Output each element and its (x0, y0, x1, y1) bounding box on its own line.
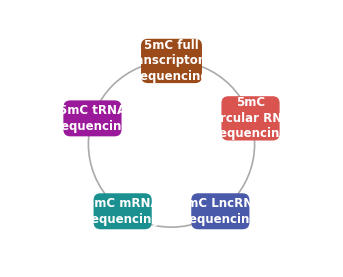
Text: 5mC full
transcriptome
sequencing: 5mC full transcriptome sequencing (125, 39, 218, 83)
FancyBboxPatch shape (94, 193, 152, 229)
Text: 5mC mRNA
sequencing: 5mC mRNA sequencing (85, 197, 161, 225)
FancyBboxPatch shape (63, 100, 121, 136)
FancyBboxPatch shape (141, 39, 202, 83)
FancyBboxPatch shape (191, 193, 249, 229)
Text: 5mC tRNA
sequencing: 5mC tRNA sequencing (55, 104, 130, 133)
Text: 5mC LncRNA
sequencing: 5mC LncRNA sequencing (178, 197, 262, 225)
Text: 5mC
circular RNA
sequencing: 5mC circular RNA sequencing (209, 96, 292, 140)
FancyBboxPatch shape (222, 96, 280, 140)
